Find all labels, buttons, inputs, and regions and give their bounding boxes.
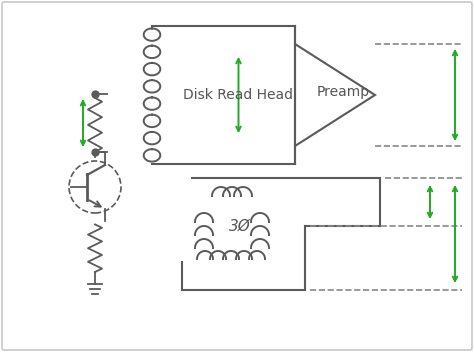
Text: 3Ø: 3Ø [229,219,251,233]
Text: Disk Read Head: Disk Read Head [183,88,293,102]
Text: Preamp: Preamp [317,85,370,99]
